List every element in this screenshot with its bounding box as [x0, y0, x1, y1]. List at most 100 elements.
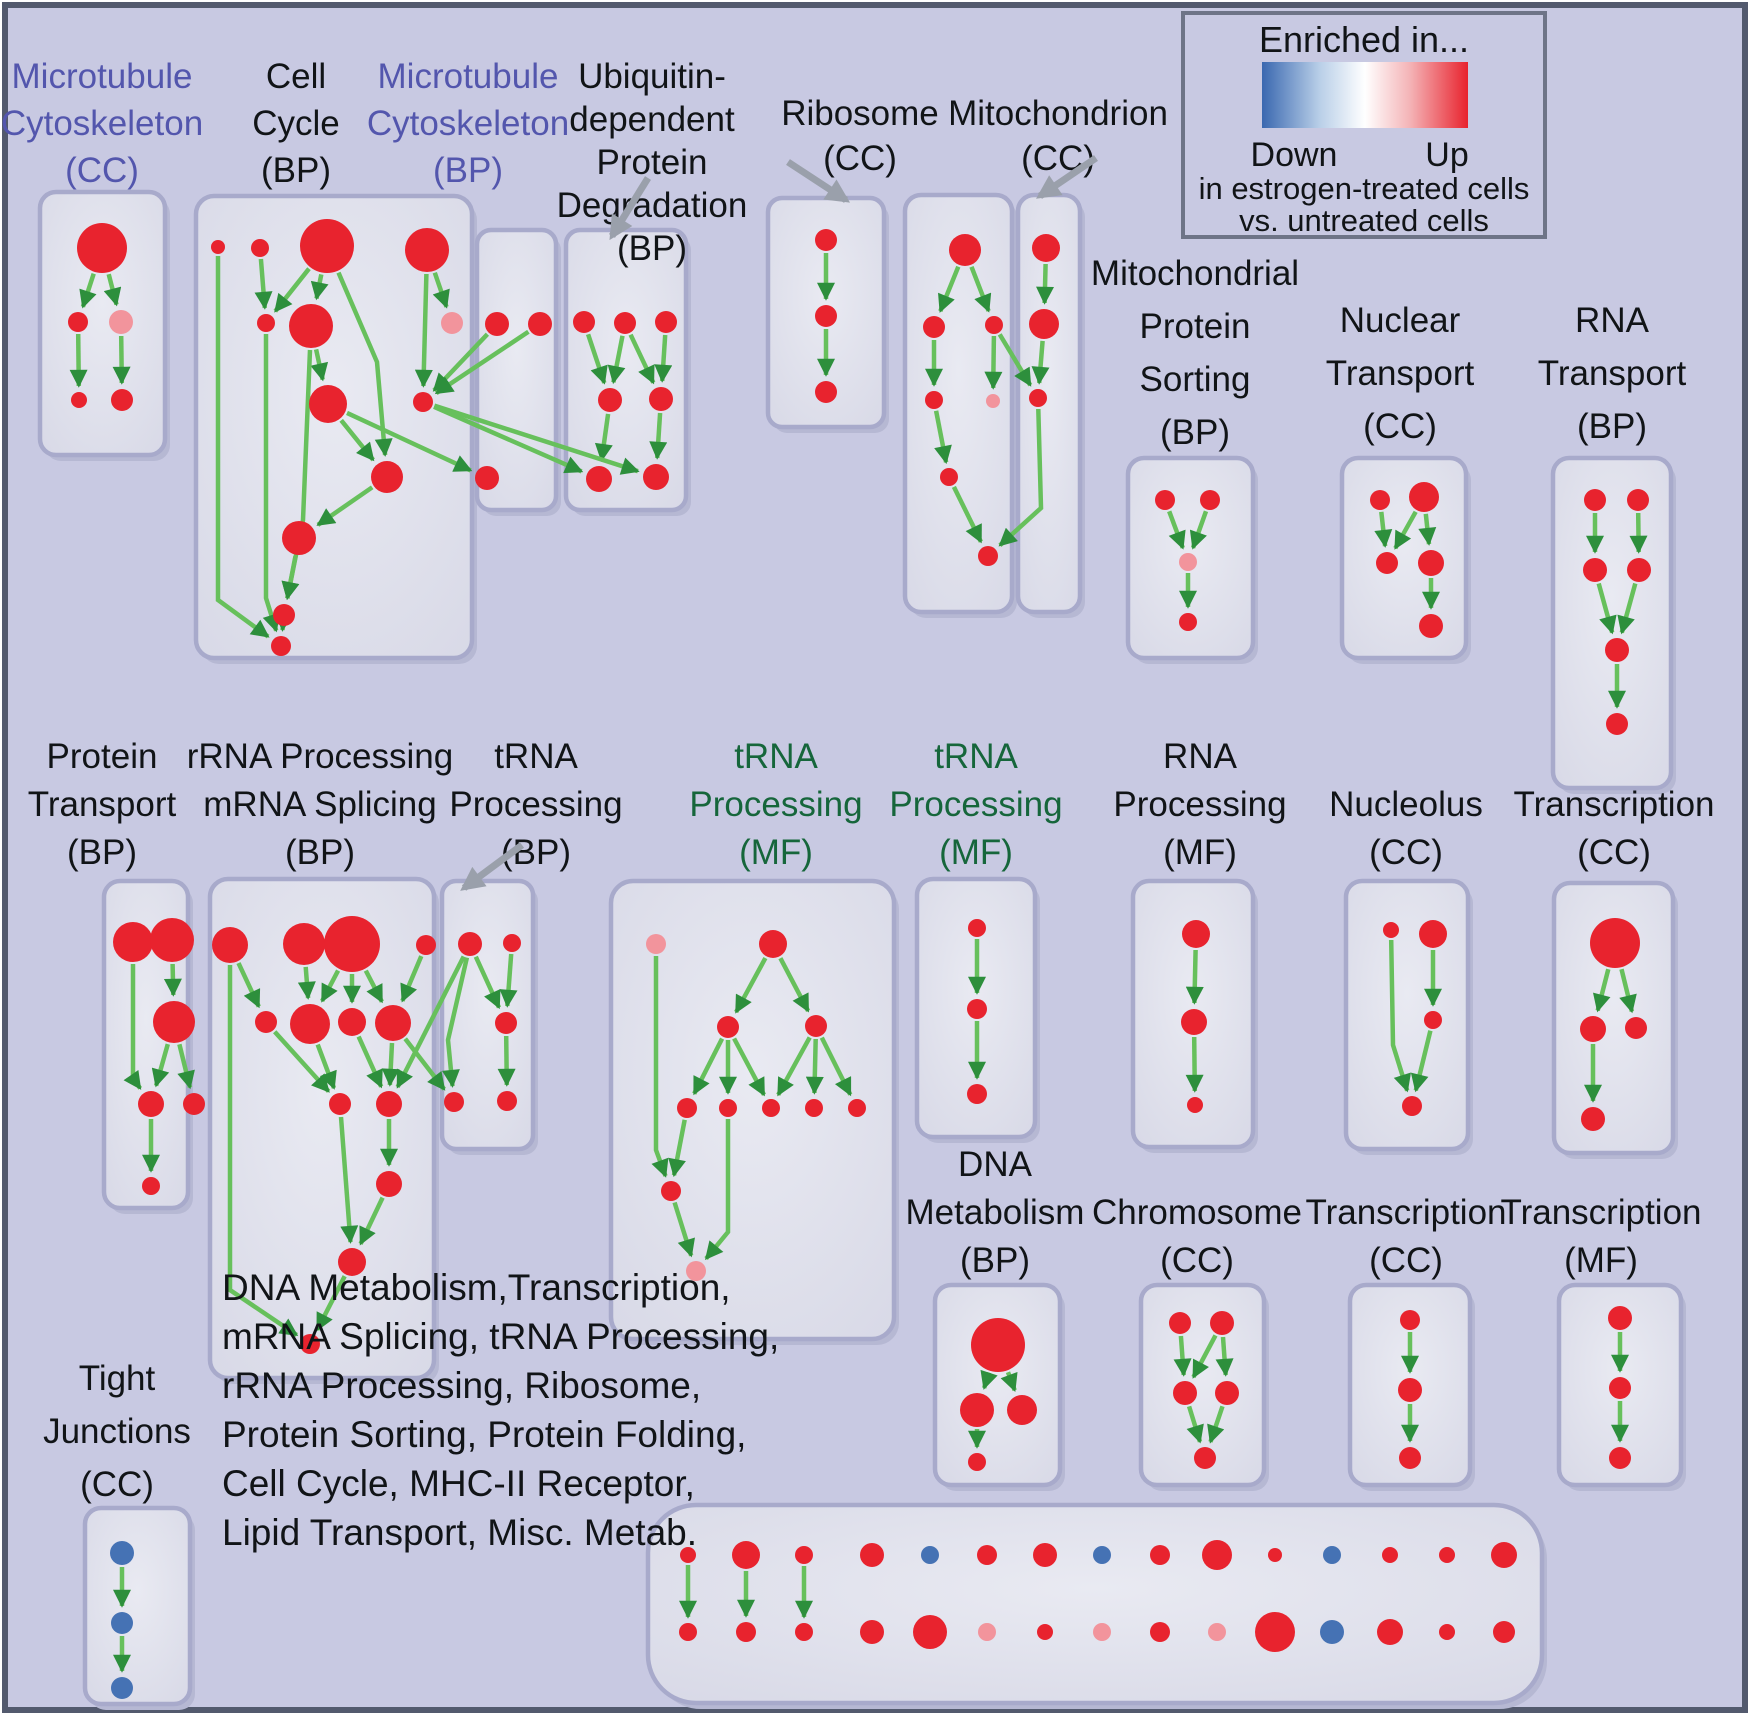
go-term-node-c7[interactable]	[441, 312, 463, 334]
go-term-node-n3[interactable]	[1376, 552, 1398, 574]
go-term-node-f2[interactable]	[1398, 1378, 1422, 1402]
go-term-node-t3[interactable]	[1583, 558, 1607, 582]
go-term-node-e4[interactable]	[1215, 1381, 1239, 1405]
go-term-node-r7[interactable]	[978, 546, 998, 566]
go-term-node-w3[interactable]	[495, 1012, 517, 1034]
go-term-node-d3[interactable]	[1007, 1395, 1037, 1425]
go-term-node-p1[interactable]	[113, 922, 153, 962]
go-term-node-f3[interactable]	[1399, 1447, 1421, 1469]
go-term-node-p3[interactable]	[153, 1001, 195, 1043]
go-term-node-g6[interactable]	[719, 1099, 737, 1117]
go-term-node-y3[interactable]	[795, 1623, 813, 1641]
go-term-node-x15[interactable]	[1491, 1542, 1517, 1568]
go-term-node-g11[interactable]	[686, 1261, 706, 1281]
go-term-node-r1[interactable]	[949, 234, 981, 266]
go-term-node-x6[interactable]	[977, 1545, 997, 1565]
go-term-node-m3[interactable]	[1029, 389, 1047, 407]
go-term-node-bD7[interactable]	[643, 464, 669, 490]
go-term-node-w5[interactable]	[497, 1091, 517, 1111]
go-term-node-p4[interactable]	[138, 1091, 164, 1117]
go-term-node-r6[interactable]	[940, 468, 958, 486]
go-term-node-j1[interactable]	[1383, 922, 1399, 938]
go-term-node-n1[interactable]	[1370, 490, 1390, 510]
go-term-node-i1[interactable]	[1182, 920, 1210, 948]
go-term-node-e2[interactable]	[1210, 1311, 1234, 1335]
go-term-node-h3[interactable]	[967, 1084, 987, 1104]
go-term-node-c4[interactable]	[405, 228, 449, 272]
go-term-node-z2[interactable]	[111, 1612, 133, 1634]
go-term-node-r5[interactable]	[986, 394, 1000, 408]
go-term-node-r2[interactable]	[923, 316, 945, 338]
go-term-node-k4[interactable]	[1581, 1107, 1605, 1131]
go-term-node-bD4[interactable]	[598, 388, 622, 412]
go-term-node-z3[interactable]	[111, 1677, 133, 1699]
go-term-node-q3[interactable]	[324, 916, 380, 972]
go-term-node-x13[interactable]	[1382, 1547, 1398, 1563]
go-term-node-f1[interactable]	[1400, 1310, 1420, 1330]
go-term-node-c12[interactable]	[273, 604, 295, 626]
go-term-node-bD6[interactable]	[586, 466, 612, 492]
go-term-node-bD3[interactable]	[655, 311, 677, 333]
go-term-node-z1[interactable]	[110, 1541, 134, 1565]
go-term-node-x3[interactable]	[795, 1546, 813, 1564]
go-term-node-j4[interactable]	[1402, 1096, 1422, 1116]
go-term-node-t1[interactable]	[1584, 489, 1606, 511]
go-term-node-d2[interactable]	[960, 1393, 994, 1427]
go-term-node-n5[interactable]	[1419, 614, 1443, 638]
go-term-node-n4[interactable]	[1418, 550, 1444, 576]
go-term-node-x9[interactable]	[1150, 1545, 1170, 1565]
go-term-node-m1[interactable]	[1032, 234, 1060, 262]
go-term-node-y6[interactable]	[978, 1623, 996, 1641]
go-term-node-c2[interactable]	[251, 239, 269, 257]
go-term-node-s1[interactable]	[1155, 490, 1175, 510]
go-term-node-u2[interactable]	[815, 305, 837, 327]
go-term-node-q7[interactable]	[338, 1008, 366, 1036]
go-term-node-c10[interactable]	[371, 461, 403, 493]
go-term-node-a2[interactable]	[68, 312, 88, 332]
go-term-node-x1[interactable]	[680, 1547, 696, 1563]
go-term-node-q10[interactable]	[376, 1091, 402, 1117]
go-term-node-g3[interactable]	[717, 1016, 739, 1038]
go-term-node-v1[interactable]	[1608, 1306, 1632, 1330]
go-term-node-h2[interactable]	[967, 999, 987, 1019]
go-term-node-g9[interactable]	[848, 1099, 866, 1117]
go-term-node-y8[interactable]	[1093, 1623, 1111, 1641]
go-term-node-t2[interactable]	[1627, 489, 1649, 511]
go-term-node-y9[interactable]	[1150, 1622, 1170, 1642]
go-term-node-a3[interactable]	[109, 310, 133, 334]
go-term-node-j3[interactable]	[1424, 1011, 1442, 1029]
go-term-node-y14[interactable]	[1439, 1624, 1455, 1640]
go-term-node-c5[interactable]	[257, 314, 275, 332]
go-term-node-a1[interactable]	[77, 223, 127, 273]
go-term-node-e3[interactable]	[1173, 1381, 1197, 1405]
go-term-node-x2[interactable]	[732, 1541, 760, 1569]
go-term-node-bC2[interactable]	[528, 312, 552, 336]
go-term-node-k1[interactable]	[1590, 918, 1640, 968]
go-term-node-g2[interactable]	[759, 930, 787, 958]
go-term-node-t4[interactable]	[1627, 558, 1651, 582]
go-term-node-q13[interactable]	[300, 1334, 320, 1354]
go-term-node-y11[interactable]	[1255, 1612, 1295, 1652]
go-term-node-s3[interactable]	[1179, 553, 1197, 571]
go-term-node-u1[interactable]	[815, 229, 837, 251]
go-term-node-c13[interactable]	[271, 636, 291, 656]
go-term-node-w4[interactable]	[444, 1092, 464, 1112]
go-term-node-y5[interactable]	[913, 1615, 947, 1649]
go-term-node-t5[interactable]	[1605, 638, 1629, 662]
go-term-node-c6[interactable]	[289, 304, 333, 348]
go-term-node-bC3[interactable]	[475, 466, 499, 490]
go-term-node-x4[interactable]	[860, 1543, 884, 1567]
go-term-node-d4[interactable]	[968, 1453, 986, 1471]
go-term-node-p2[interactable]	[150, 918, 194, 962]
go-term-node-e5[interactable]	[1194, 1447, 1216, 1469]
go-term-node-q11[interactable]	[376, 1171, 402, 1197]
go-term-node-p5[interactable]	[142, 1177, 160, 1195]
go-term-node-n2[interactable]	[1409, 482, 1439, 512]
go-term-node-v3[interactable]	[1609, 1447, 1631, 1469]
go-term-node-g7[interactable]	[762, 1099, 780, 1117]
go-term-node-bD5[interactable]	[649, 387, 673, 411]
go-term-node-e1[interactable]	[1169, 1312, 1191, 1334]
go-term-node-q1[interactable]	[212, 927, 248, 963]
go-term-node-y7[interactable]	[1037, 1624, 1053, 1640]
go-term-node-g1[interactable]	[646, 934, 666, 954]
